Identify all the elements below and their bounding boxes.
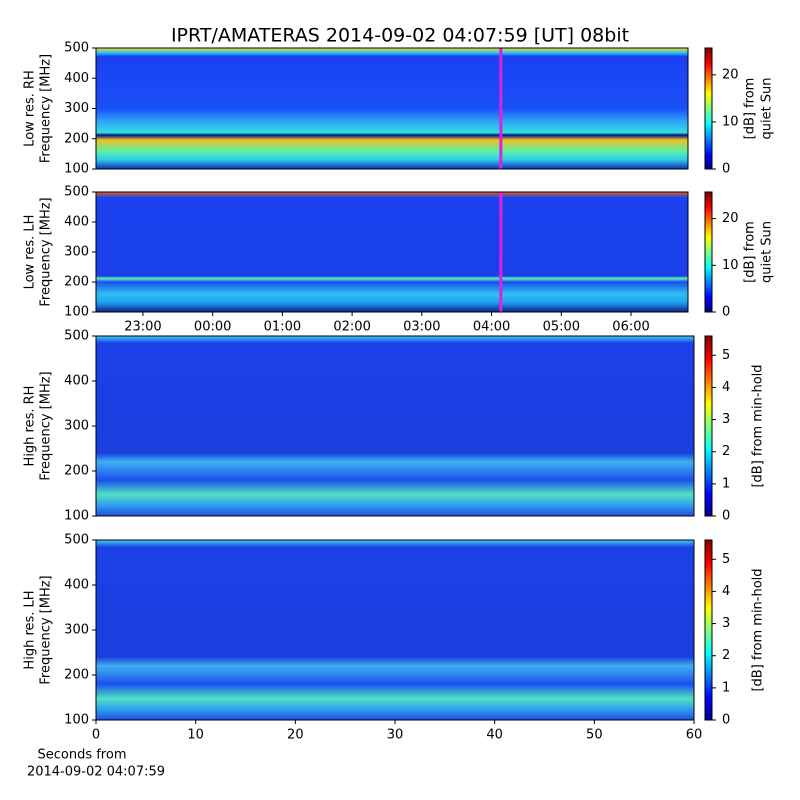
y-axis-label: Frequency [MHz]	[39, 197, 54, 306]
y-axis-label: Low res. LH	[23, 215, 38, 290]
colorbar-tick-label: 20	[722, 67, 739, 82]
spectrogram-image	[96, 540, 694, 720]
x-tick-label: 0	[92, 728, 100, 743]
colorbar-tick-label: 0	[722, 713, 730, 728]
y-axis-label: High res. RH	[23, 386, 38, 467]
colorbar-label: [dB] from min-hold	[751, 364, 766, 487]
y-tick-label: 400	[64, 71, 89, 86]
y-tick-label: 400	[64, 374, 89, 389]
spectrogram-image	[96, 48, 688, 169]
colorbar-tick-label: 0	[722, 305, 730, 320]
colorbar-tick-label: 10	[722, 114, 739, 129]
colorbar-tick-label: 1	[722, 680, 730, 695]
y-tick-label: 500	[64, 533, 89, 548]
colorbar-label: quiet Sun	[760, 77, 775, 139]
y-axis-label: Frequency [MHz]	[39, 54, 54, 163]
colorbar-label: [dB] from min-hold	[751, 568, 766, 691]
x-tick-label: 30	[387, 728, 404, 743]
x-tick-label: 06:00	[612, 320, 649, 335]
colorbar	[704, 539, 713, 721]
y-tick-label: 200	[64, 131, 89, 146]
y-tick-label: 200	[64, 668, 89, 683]
y-tick-label: 300	[64, 623, 89, 638]
x-tick-label: 05:00	[543, 320, 580, 335]
colorbar	[704, 335, 713, 517]
colorbar-label: [dB] from	[743, 78, 758, 140]
spectrogram-image	[96, 192, 688, 312]
colorbar-tick-label: 2	[722, 648, 730, 663]
x-axis-label: 2014-09-02 04:07:59	[27, 765, 165, 780]
colorbar-tick-label: 20	[722, 211, 739, 226]
colorbar-label: quiet Sun	[760, 221, 775, 283]
y-tick-label: 100	[64, 162, 89, 177]
x-tick-label: 04:00	[473, 320, 510, 335]
spectrogram-image	[96, 336, 694, 516]
x-tick-label: 23:00	[124, 320, 161, 335]
colorbar-tick-label: 1	[722, 476, 730, 491]
colorbar	[704, 47, 713, 170]
x-tick-label: 40	[486, 728, 503, 743]
x-axis-label: Seconds from	[37, 748, 126, 763]
colorbar-tick-label: 3	[722, 412, 730, 427]
colorbar-tick-label: 3	[722, 616, 730, 631]
y-tick-label: 500	[64, 329, 89, 344]
x-tick-label: 50	[586, 728, 603, 743]
y-tick-label: 200	[64, 464, 89, 479]
y-tick-label: 100	[64, 509, 89, 524]
y-tick-label: 100	[64, 713, 89, 728]
colorbar-tick-label: 0	[722, 162, 730, 177]
y-tick-label: 500	[64, 185, 89, 200]
colorbar-tick-label: 5	[722, 348, 730, 363]
y-tick-label: 400	[64, 215, 89, 230]
y-tick-label: 300	[64, 419, 89, 434]
y-tick-label: 500	[64, 41, 89, 56]
x-tick-label: 10	[187, 728, 204, 743]
y-axis-label: High res. LH	[23, 590, 38, 669]
x-tick-label: 60	[686, 728, 703, 743]
y-axis-label: Low res. RH	[23, 70, 38, 147]
colorbar-label: [dB] from	[743, 221, 758, 283]
colorbar-tick-label: 2	[722, 444, 730, 459]
y-tick-label: 200	[64, 275, 89, 290]
y-axis-label: Frequency [MHz]	[39, 575, 54, 684]
x-tick-label: 03:00	[403, 320, 440, 335]
y-axis-label: Frequency [MHz]	[39, 371, 54, 480]
x-tick-label: 00:00	[194, 320, 231, 335]
colorbar-tick-label: 10	[722, 258, 739, 273]
y-tick-label: 400	[64, 578, 89, 593]
y-tick-label: 100	[64, 305, 89, 320]
colorbar-tick-label: 4	[722, 380, 730, 395]
colorbar-tick-label: 0	[722, 509, 730, 524]
x-tick-label: 01:00	[264, 320, 301, 335]
x-tick-label: 02:00	[333, 320, 370, 335]
colorbar-tick-label: 5	[722, 552, 730, 567]
y-tick-label: 300	[64, 245, 89, 260]
colorbar	[704, 191, 713, 313]
colorbar-tick-label: 4	[722, 584, 730, 599]
figure-title: IPRT/AMATERAS 2014-09-02 04:07:59 [UT] 0…	[171, 25, 629, 47]
y-tick-label: 300	[64, 101, 89, 116]
x-tick-label: 20	[287, 728, 304, 743]
